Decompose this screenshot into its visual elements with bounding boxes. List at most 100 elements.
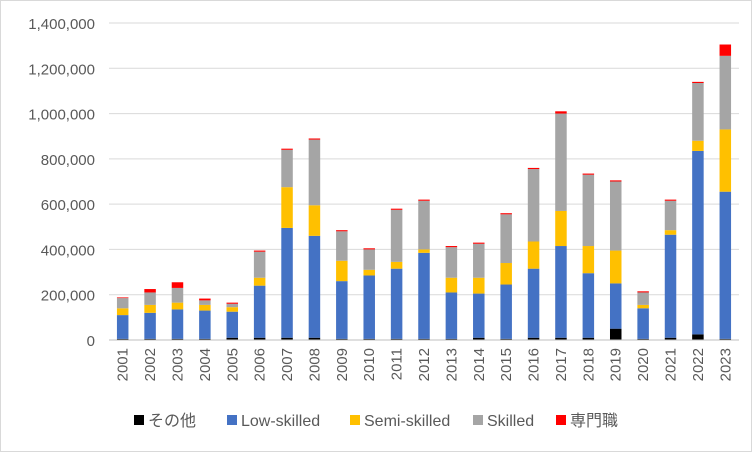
x-tick-label: 2014 <box>471 348 488 381</box>
bar-segment <box>692 150 704 335</box>
x-tick-label: 2017 <box>553 348 570 381</box>
bar-segment <box>390 268 403 339</box>
y-tick-label: 400,000 <box>41 242 95 259</box>
x-tick-label: 2010 <box>361 348 378 381</box>
bar-segment <box>527 241 540 269</box>
bar-segment <box>719 129 732 192</box>
x-tick-label: 2006 <box>252 348 269 381</box>
bar-segment <box>500 284 512 339</box>
bar-segment <box>281 227 293 338</box>
bar-segment <box>363 249 375 270</box>
x-tick-label: 2005 <box>224 348 241 381</box>
bar-segment <box>116 315 129 339</box>
bar-segment <box>308 205 321 236</box>
bar-segment <box>664 230 677 235</box>
x-tick-labels: 2001 2002 2003 2004 2005 2006 2007 2008 2009 2010… <box>115 348 735 381</box>
x-tick-label: 2004 <box>197 348 214 381</box>
bar-segment <box>253 285 266 338</box>
bar-segment <box>390 261 403 269</box>
bar-segment <box>336 281 348 339</box>
bar-segment <box>555 337 567 340</box>
x-tick-label: 2020 <box>635 348 652 381</box>
bar-segment <box>336 260 348 282</box>
bar-segment <box>363 269 375 276</box>
bar-segment <box>637 338 649 340</box>
bar-segment <box>692 83 704 141</box>
bar-segment <box>719 55 732 130</box>
bar-segment <box>171 287 184 303</box>
bar-segment <box>226 307 239 312</box>
bar-segment <box>473 277 485 294</box>
bar-segment <box>418 338 430 340</box>
x-tick-label: 2018 <box>580 348 597 381</box>
bar-segment <box>144 338 156 340</box>
bar-segment <box>308 138 321 140</box>
y-tick-label: 1,200,000 <box>28 61 95 78</box>
bar-segment <box>582 173 595 175</box>
bar-segment <box>664 199 677 201</box>
legend-swatch <box>134 415 144 425</box>
bar-segment <box>445 277 458 293</box>
bar-segment <box>445 292 458 339</box>
bar-segment <box>719 191 732 339</box>
bar-segment <box>473 243 485 278</box>
bar-segment <box>116 308 129 316</box>
bar-segment <box>281 149 293 188</box>
bar-segment <box>308 139 321 206</box>
bar-segment <box>664 234 677 338</box>
bars <box>116 44 732 340</box>
bar-segment <box>226 337 239 340</box>
bar-segment <box>116 298 129 309</box>
bar-segment <box>637 292 649 305</box>
x-tick-label: 2007 <box>279 348 296 381</box>
bar-segment <box>527 167 540 170</box>
bar-segment <box>637 308 649 339</box>
x-tick-label: 2001 <box>115 348 132 381</box>
bar-segment <box>144 312 156 339</box>
bar-segment <box>637 304 649 309</box>
bar-segment <box>637 291 649 293</box>
x-tick-label: 2016 <box>526 348 543 381</box>
legend-label: Low-skilled <box>241 413 320 430</box>
bar-segment <box>336 230 348 232</box>
bar-segment <box>609 328 622 340</box>
x-tick-label: 2002 <box>142 348 159 381</box>
legend-swatch <box>473 415 483 425</box>
bar-segment <box>582 174 595 247</box>
bar-segment <box>582 337 595 340</box>
bar-segment <box>719 44 732 56</box>
y-tick-label: 600,000 <box>41 197 95 214</box>
bar-segment <box>144 289 156 293</box>
y-tick-label: 800,000 <box>41 152 95 169</box>
bar-segment <box>253 250 266 252</box>
bar-segment <box>664 337 677 340</box>
bar-segment <box>500 213 512 215</box>
legend: その他 Low-skilled Semi-skilled Skilled 専門職 <box>134 412 618 430</box>
x-tick-label: 2013 <box>443 348 460 381</box>
bar-segment <box>226 302 239 304</box>
bar-segment <box>418 200 430 250</box>
bar-segment <box>445 338 458 340</box>
bar-segment <box>226 303 239 308</box>
bar-segment <box>171 338 184 340</box>
legend-swatch <box>227 415 237 425</box>
bar-segment <box>527 268 540 338</box>
legend-label: Skilled <box>487 413 534 430</box>
bar-segment <box>171 309 184 339</box>
bar-segment <box>199 304 211 311</box>
bar-segment <box>445 247 458 278</box>
bar-segment <box>692 140 704 151</box>
bar-segment <box>144 304 156 313</box>
bar-segment <box>171 302 184 310</box>
bar-segment <box>555 111 567 114</box>
bar-segment <box>281 187 293 228</box>
bar-segment <box>308 337 321 340</box>
x-tick-label: 2003 <box>169 348 186 381</box>
x-tick-label: 2022 <box>690 348 707 381</box>
bar-segment <box>418 252 430 339</box>
bar-segment <box>390 208 403 210</box>
bar-segment <box>609 181 622 251</box>
bar-segment <box>199 310 211 339</box>
bar-segment <box>226 311 239 338</box>
